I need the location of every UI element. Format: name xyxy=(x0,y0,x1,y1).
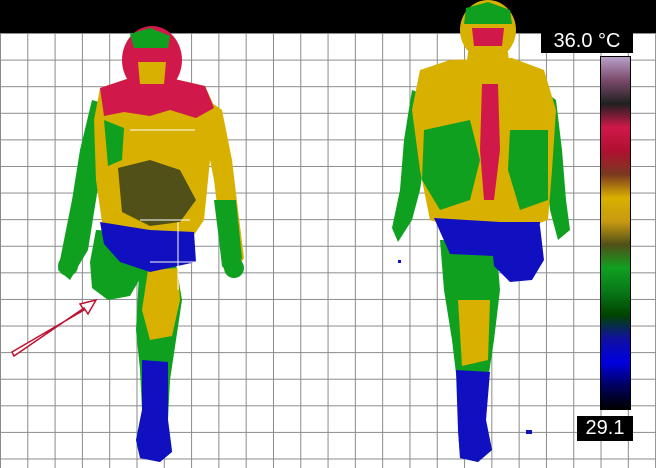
top-black-band xyxy=(0,0,656,33)
back-leg-blue xyxy=(456,370,492,462)
front-leg-blue-lower xyxy=(136,360,172,462)
front-abdomen-dark xyxy=(118,160,196,226)
front-measure-lines xyxy=(130,129,196,290)
scale-min-label: 29.1 xyxy=(577,416,633,441)
back-lower-green xyxy=(422,120,480,210)
back-pelvis-blue xyxy=(434,218,540,256)
front-right-arm xyxy=(58,100,106,280)
front-head-green xyxy=(130,28,170,48)
front-figure xyxy=(58,26,244,462)
front-leg-yellow xyxy=(142,268,180,340)
back-leg-yellow xyxy=(458,300,490,366)
arrow-annotation xyxy=(11,298,98,358)
back-right-green xyxy=(508,130,548,210)
back-head-red xyxy=(472,28,504,46)
specks xyxy=(398,260,532,434)
front-pelvis-blue xyxy=(100,222,196,272)
back-spine-red xyxy=(480,84,500,200)
back-figure xyxy=(392,0,570,462)
temperature-color-scale xyxy=(600,56,631,410)
front-right-hand xyxy=(58,256,78,276)
front-left-hand xyxy=(224,258,244,278)
front-face-yellow xyxy=(138,62,166,84)
back-head-green xyxy=(464,2,512,24)
front-chest-red xyxy=(100,78,214,118)
front-green-patch xyxy=(104,120,124,166)
scale-max-label: 36.0 °C xyxy=(541,29,633,53)
